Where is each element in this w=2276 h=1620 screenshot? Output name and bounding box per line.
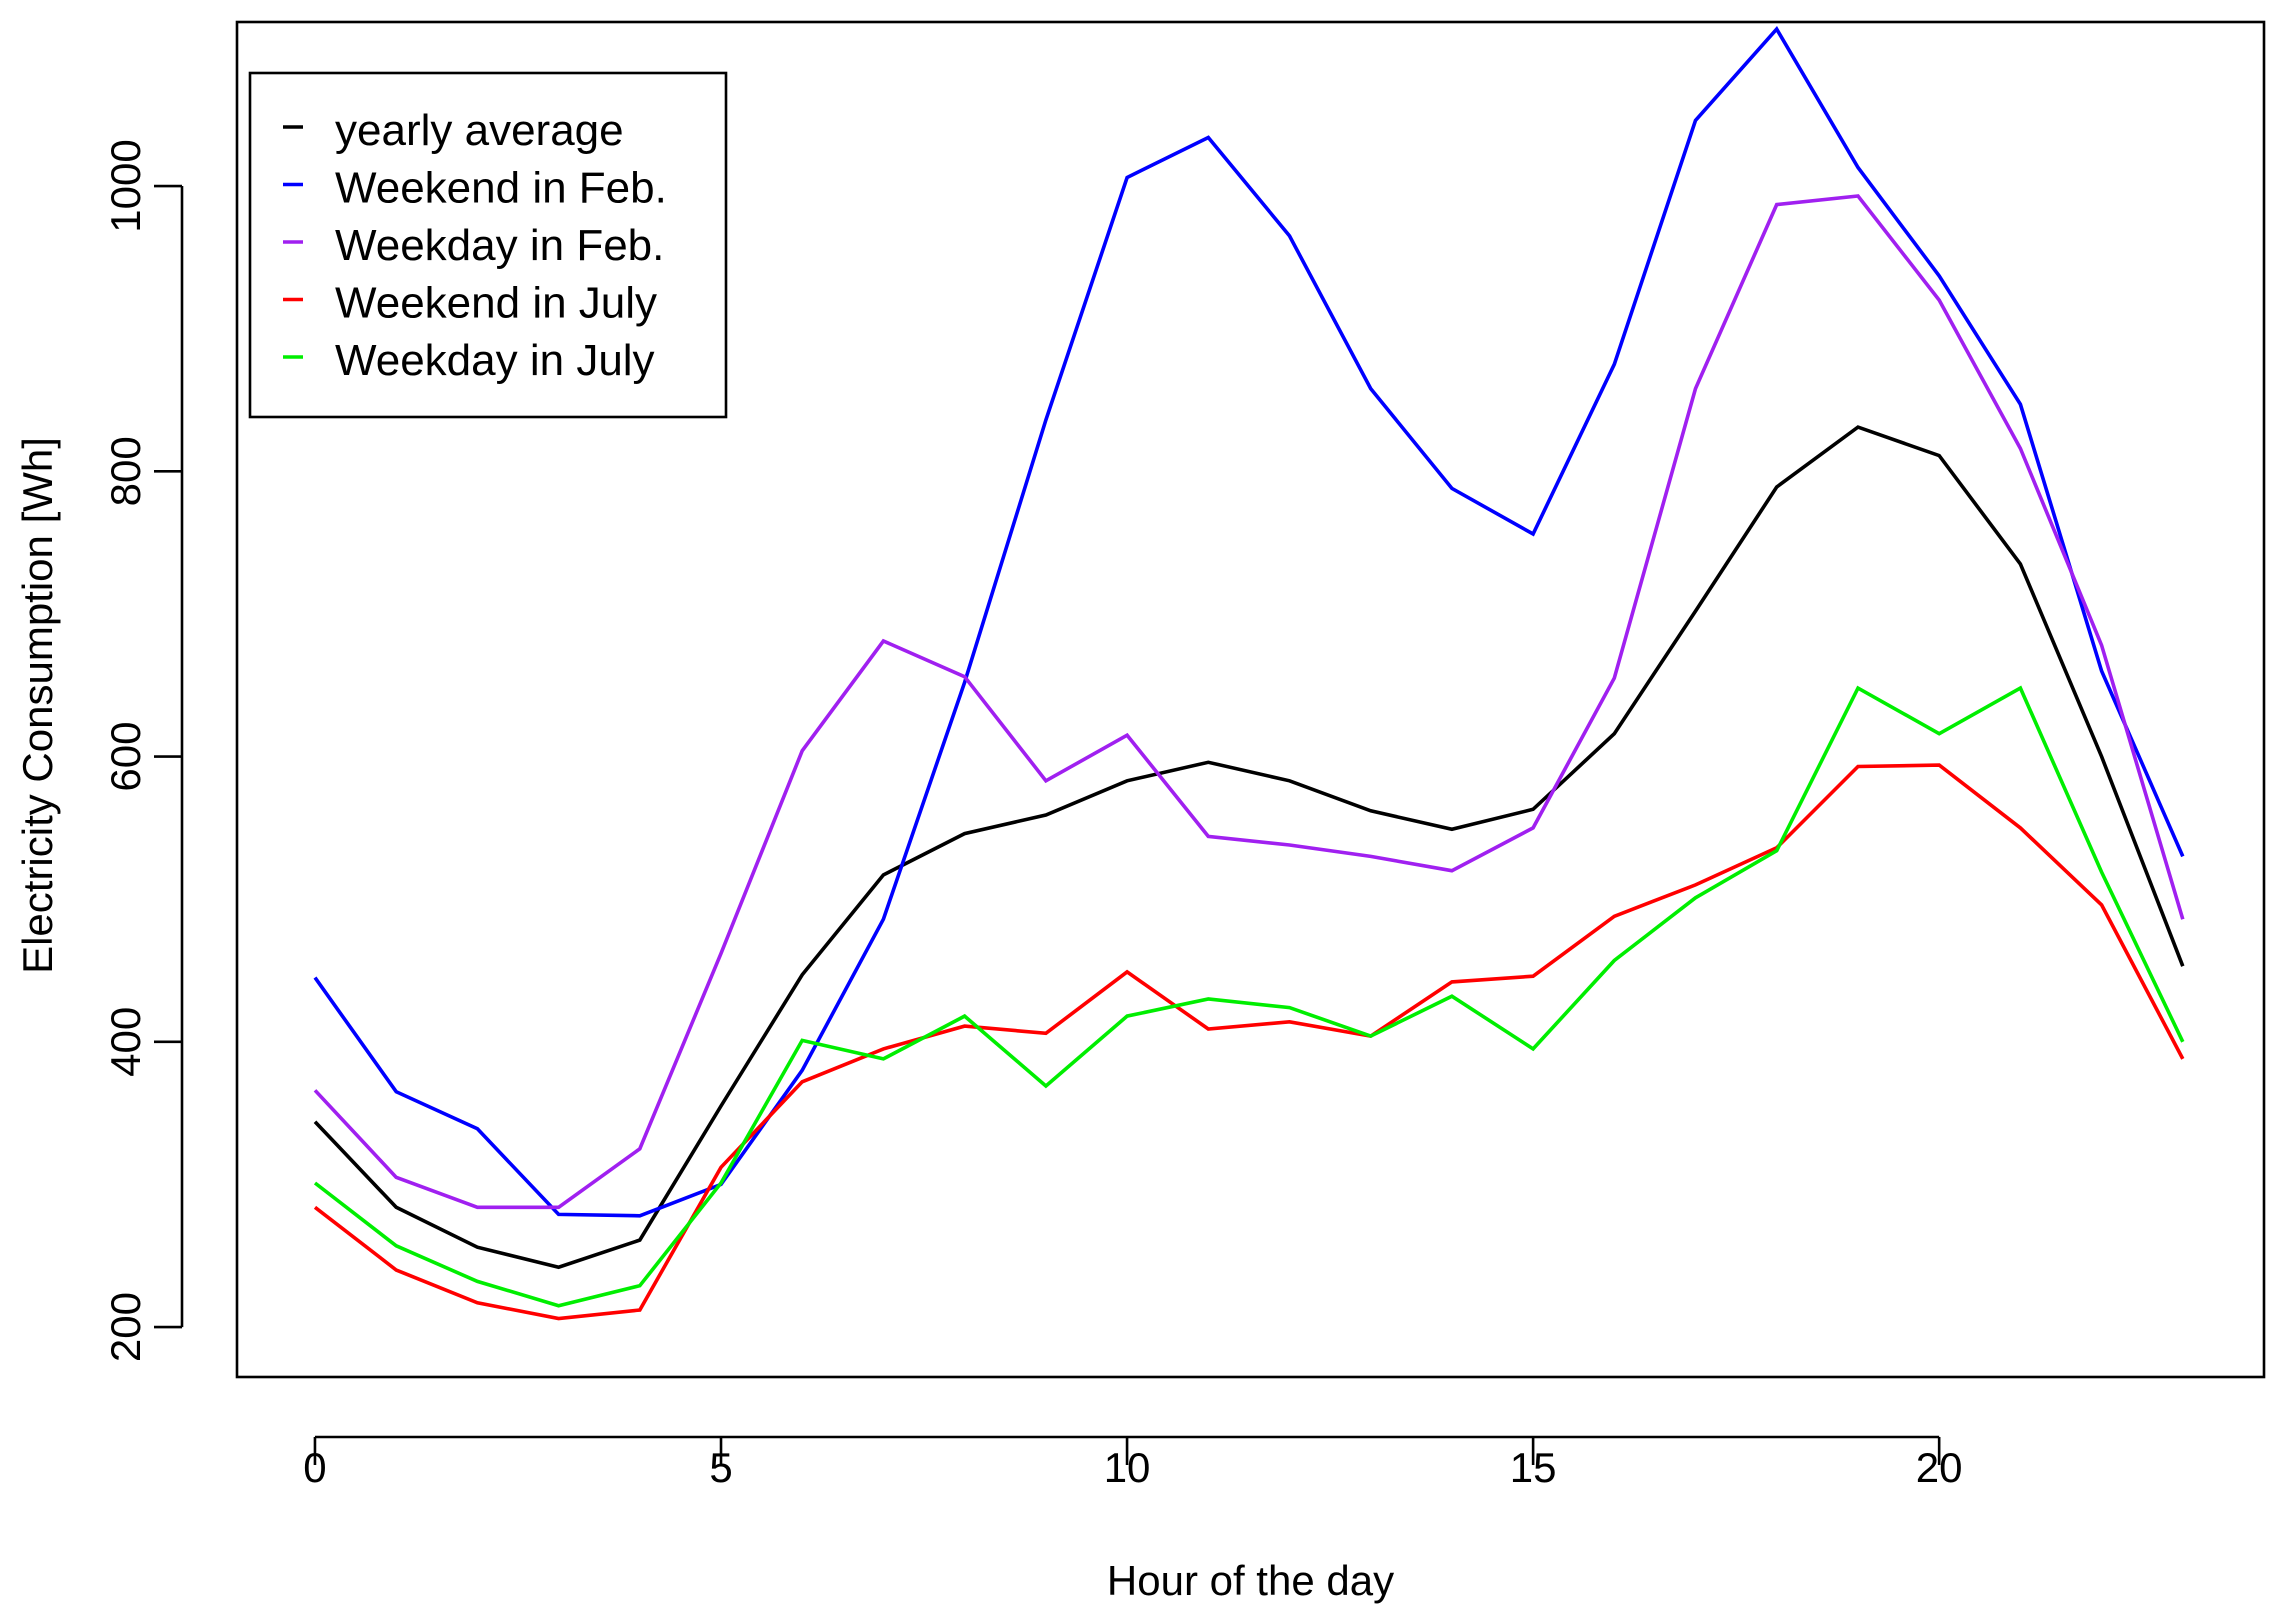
x-tick-label: 10 [1104,1444,1151,1491]
x-axis-label: Hour of the day [1107,1557,1394,1604]
y-tick-label: 400 [102,1007,149,1077]
legend: yearly average Weekend in Feb. Weekday in … [248,71,728,419]
legend-entry: Weekend in July [283,279,657,328]
y-axis-ticks: 200 400 600 800 1000 [102,139,182,1362]
plot-frame [235,20,2266,1379]
legend-label: Weekday in Feb. [335,221,664,270]
legend-entry: Weekday in July [283,336,655,385]
y-tick-label: 600 [102,722,149,792]
legend-label: Weekend in Feb. [335,164,667,213]
x-tick-label: 20 [1916,1444,1963,1491]
series-line [313,194,2185,1210]
series-line [313,685,2185,1308]
legend-entry: yearly average [283,106,624,155]
legend-label: Weekend in July [335,279,657,328]
y-tick-label: 800 [102,436,149,506]
legend-entries: yearly average Weekend in Feb. Weekday in … [283,106,667,385]
legend-entry: Weekday in Feb. [283,221,664,270]
y-axis-label: Electricity Consumption [Wh] [14,437,61,974]
x-tick-label: 15 [1510,1444,1557,1491]
series-line [313,26,2185,1218]
series-group [313,685,2185,1308]
legend-label: Weekday in July [335,336,655,385]
series-group [313,26,2185,1218]
legend-box [248,71,728,419]
series-line [313,425,2185,1270]
series-group [313,194,2185,1210]
legend-entry: Weekend in Feb. [283,164,667,213]
y-tick-label: 1000 [102,139,149,232]
x-tick-label: 0 [303,1444,326,1491]
legend-label: yearly average [335,106,624,155]
x-axis-ticks: 0 5 10 15 20 [303,1437,1963,1491]
series-group [313,425,2185,1270]
series-group [313,763,2185,1321]
y-tick-label: 200 [102,1292,149,1362]
series-line [313,763,2185,1321]
x-tick-label: 5 [709,1444,732,1491]
series-layer [313,26,2185,1321]
